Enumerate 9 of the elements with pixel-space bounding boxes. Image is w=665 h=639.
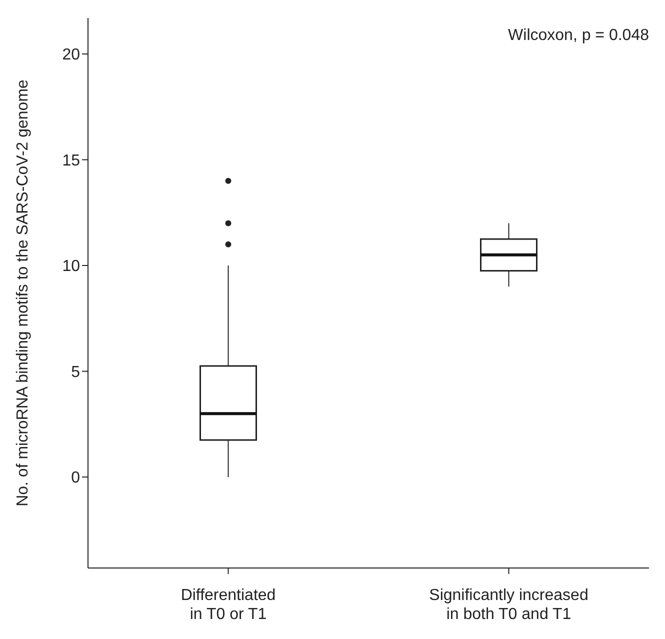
x-tick-label: Differentiated in T0 or T1 [180,587,276,623]
y-axis-title: No. of microRNA binding motifs to the SARS-CoV-2 genome [14,79,32,506]
x-tick-label: Significantly increased in both T0 and T1 [429,587,588,623]
y-tick-label: 20 [62,46,80,64]
y-tick-label: 0 [71,470,80,487]
y-tick-label: 5 [71,364,80,381]
annotation: Wilcoxon, p = 0.048 [508,27,650,44]
y-tick-label: 10 [62,258,80,276]
y-tick-label: 15 [62,152,80,170]
